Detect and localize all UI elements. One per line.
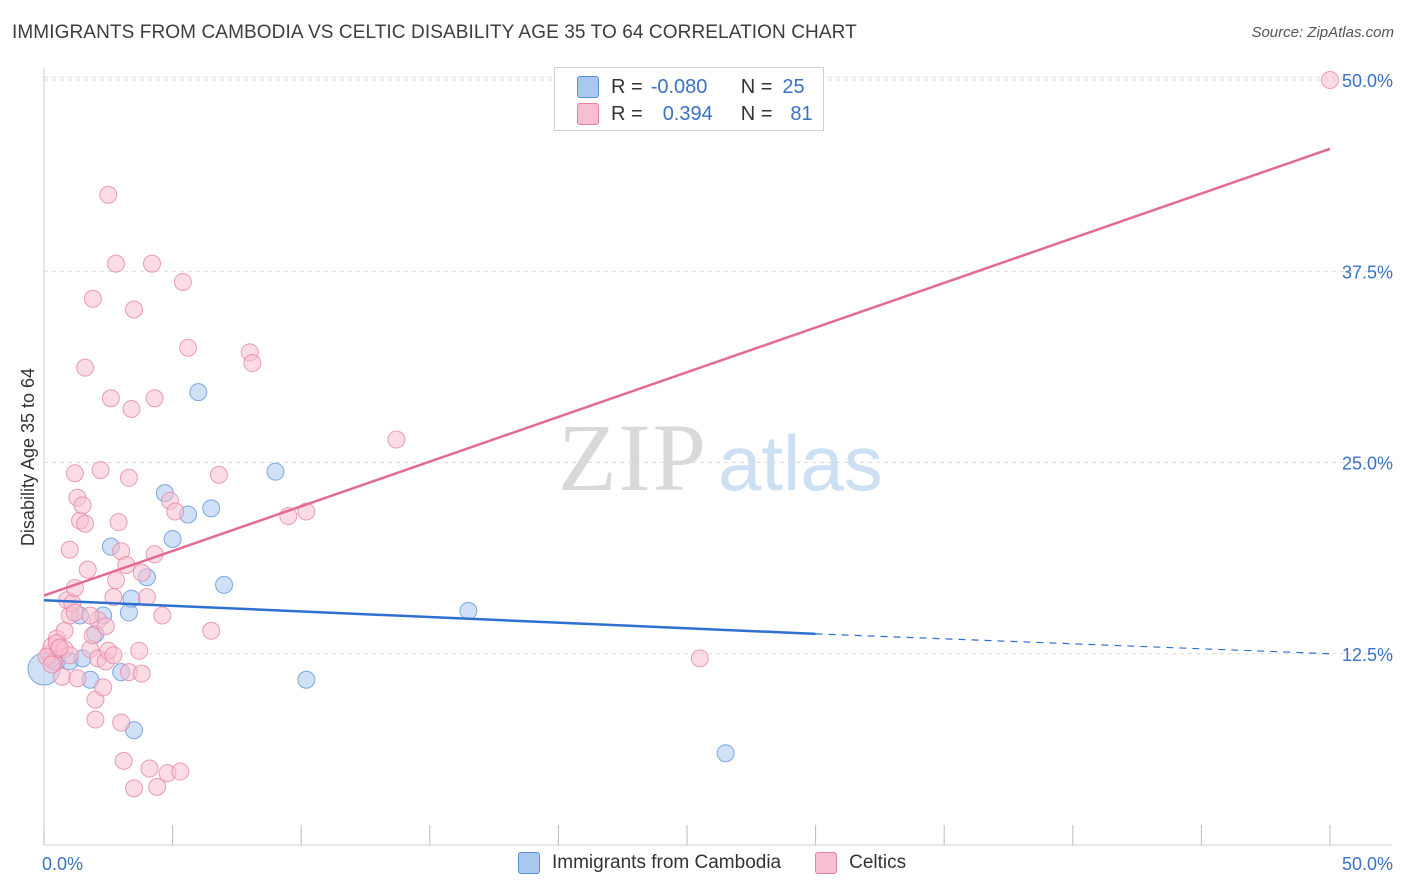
legend-label: Immigrants from Cambodia	[552, 852, 782, 873]
celtics-point	[76, 358, 95, 377]
y-tick-label: 50.0%	[1342, 71, 1393, 91]
cambodia-trend-line	[43, 598, 816, 636]
celtics-point	[130, 641, 149, 660]
celtics-point	[112, 713, 131, 732]
celtics-point	[42, 655, 61, 674]
legend-item-celtics: Celtics	[815, 852, 906, 874]
cambodia-point	[459, 601, 478, 620]
celtics-point	[387, 430, 406, 449]
celtics-point	[83, 289, 102, 308]
celtics-point	[122, 399, 141, 418]
celtics-point	[137, 588, 156, 607]
celtics-point	[148, 777, 167, 796]
celtics-point	[99, 185, 118, 204]
celtics-point	[68, 669, 87, 688]
celtics-point	[65, 464, 84, 483]
r-value: -0.080	[650, 75, 708, 98]
celtics-point	[101, 389, 120, 408]
stats-row-celtics: R = 0.394 N = 81	[577, 101, 813, 127]
celtics-legend-swatch	[815, 852, 838, 874]
celtics-point	[125, 779, 144, 798]
x-tick-label: 50.0%	[1342, 854, 1393, 874]
trend-lines	[43, 147, 1331, 655]
celtics-point	[65, 603, 84, 622]
source-label: Source: ZipAtlas.com	[1251, 24, 1394, 41]
celtics-point	[125, 300, 144, 319]
legend-item-cambodia: Immigrants from Cambodia	[518, 852, 781, 874]
celtics-point	[690, 649, 709, 668]
r-label: R =	[611, 102, 643, 125]
celtics-point	[140, 759, 159, 778]
n-value: 25	[782, 75, 805, 98]
celtics-point	[94, 678, 113, 697]
celtics-point	[114, 751, 133, 770]
bottom-legend: Immigrants from Cambodia Celtics	[518, 852, 940, 874]
celtics-swatch	[577, 103, 599, 125]
x-tick-label: 0.0%	[42, 854, 83, 874]
celtics-trend-line	[43, 147, 1331, 597]
celtics-point	[107, 254, 126, 273]
celtics-point	[132, 664, 151, 683]
n-label: N =	[740, 102, 773, 125]
scatter-points	[27, 71, 1339, 798]
celtics-point	[179, 338, 198, 357]
celtics-point	[166, 502, 185, 521]
cambodia-point	[297, 670, 316, 689]
celtics-point	[209, 465, 228, 484]
celtics-point	[143, 254, 162, 273]
celtics-point	[60, 540, 79, 559]
axis-labels: 12.5% 25.0% 37.5% 50.0% 0.0% 50.0% Disability …	[18, 71, 1393, 874]
chart-title: IMMIGRANTS FROM CAMBODIA VS CELTIC DISAB…	[12, 22, 857, 43]
cambodia-point	[202, 499, 221, 518]
cambodia-point	[163, 530, 182, 548]
y-tick-label: 37.5%	[1342, 262, 1393, 282]
celtics-point	[132, 563, 151, 582]
celtics-point	[91, 461, 110, 480]
r-label: R =	[611, 75, 643, 98]
cambodia-point	[266, 462, 285, 481]
y-axis-label: Disability Age 35 to 64	[18, 368, 38, 546]
celtics-point	[73, 496, 92, 515]
celtics-point	[119, 468, 138, 487]
legend-label: Celtics	[849, 852, 907, 873]
cambodia-trend-extension	[815, 633, 1331, 655]
celtics-point	[173, 272, 192, 291]
celtics-point	[50, 638, 69, 657]
celtics-point	[86, 710, 105, 729]
cambodia-point	[215, 575, 234, 594]
cambodia-swatch	[577, 76, 599, 98]
celtics-point	[78, 560, 97, 579]
n-label: N =	[740, 75, 773, 98]
celtics-point	[76, 514, 95, 533]
cambodia-point	[189, 383, 208, 402]
r-value: 0.394	[662, 102, 713, 125]
celtics-point	[107, 571, 126, 590]
n-value: 81	[790, 102, 813, 125]
y-tick-label: 25.0%	[1342, 454, 1393, 474]
stats-row-cambodia: R = -0.080 N = 25	[577, 74, 805, 100]
stats-legend: R = -0.080 N = 25 R = 0.394 N = 81	[554, 67, 824, 131]
celtics-point	[145, 389, 164, 408]
celtics-point	[202, 621, 221, 640]
watermark-zip: ZIP	[558, 404, 708, 511]
cambodia-point	[716, 744, 735, 763]
celtics-point	[153, 606, 172, 625]
celtics-point	[81, 606, 100, 625]
celtics-point	[96, 617, 115, 636]
axes	[43, 68, 1392, 846]
y-tick-label: 12.5%	[1342, 645, 1393, 665]
celtics-point	[171, 762, 190, 781]
cambodia-legend-swatch	[518, 852, 540, 874]
celtics-point	[109, 513, 128, 532]
celtics-point	[1321, 71, 1339, 89]
celtics-point	[243, 354, 262, 373]
celtics-point	[104, 646, 123, 665]
